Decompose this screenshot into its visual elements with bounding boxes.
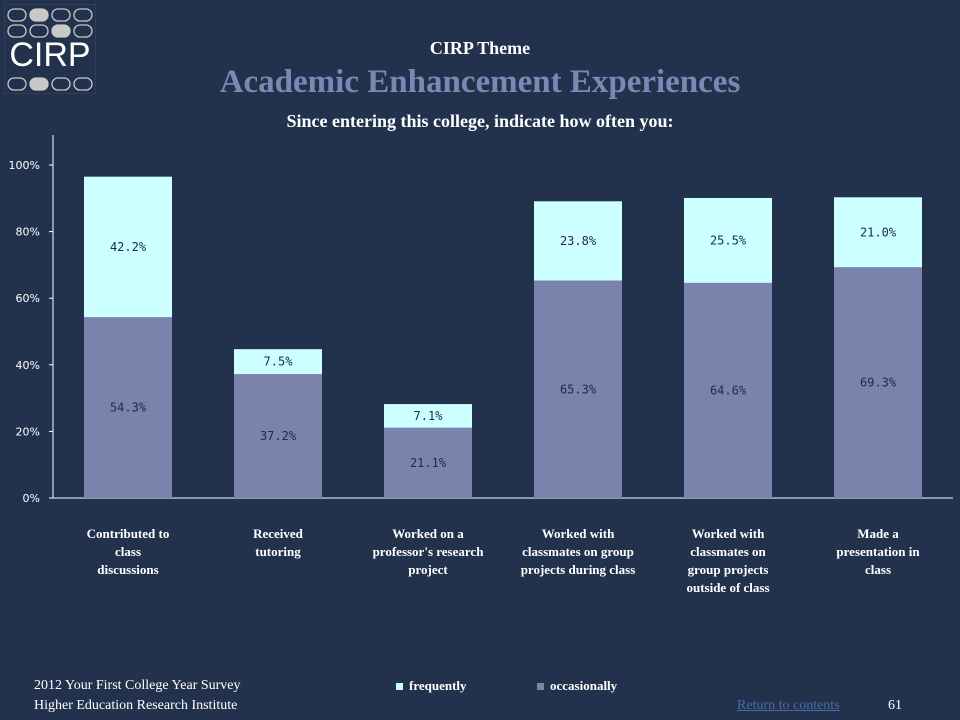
bar-occasionally (684, 282, 772, 498)
y-tick-label: 60% (16, 292, 40, 305)
data-label-occasionally: 65.3% (560, 382, 597, 396)
category-label: Made a (857, 526, 899, 541)
logo-pill (51, 8, 71, 22)
footer-institute: Higher Education Research Institute (34, 698, 238, 713)
category-label: project (408, 562, 448, 577)
legend-label-frequently: frequently (409, 678, 467, 693)
bar-frequently (834, 197, 922, 268)
data-label-frequently: 23.8% (560, 234, 597, 248)
category-label: group projects (688, 562, 769, 577)
category-label: projects during class (521, 562, 636, 577)
category-label: Received (253, 526, 304, 541)
stacked-bar-chart: 0% 20% 40% 60% 80% 100% 54.3% 42.2% Contributed … (9, 135, 953, 595)
legend-swatch-frequently (396, 682, 403, 690)
y-tick-label: 20% (16, 425, 40, 438)
logo-pill (73, 77, 93, 91)
bar-frequently (534, 201, 622, 281)
category-label: Contributed to (87, 526, 170, 541)
data-label-frequently: 21.0% (860, 225, 897, 239)
data-label-occasionally: 21.1% (410, 456, 447, 470)
page-number: 61 (888, 698, 902, 713)
category-label: professor's research (373, 544, 485, 559)
category-label: class (115, 544, 141, 559)
category-label: Worked with (542, 526, 615, 541)
logo-pill (29, 77, 49, 91)
data-label-frequently: 7.5% (264, 355, 294, 369)
logo-pill (29, 8, 49, 22)
logo-pill (7, 24, 27, 38)
bar-frequently (234, 349, 322, 375)
data-label-occasionally: 64.6% (710, 383, 747, 397)
footer-survey-name: 2012 Your First College Year Survey (34, 678, 241, 693)
theme-label: CIRP Theme (429, 38, 531, 58)
bar-occasionally (834, 267, 922, 498)
page-title: Academic Enhancement Experiences (219, 64, 741, 100)
chart-subtitle: Since entering this college, indicate ho… (286, 111, 674, 131)
y-tick-label: 80% (16, 226, 40, 239)
logo-pill (51, 24, 71, 38)
logo-pill (7, 77, 27, 91)
category-label: discussions (97, 562, 158, 577)
bar-occasionally (534, 280, 622, 498)
category-label: tutoring (255, 544, 301, 559)
data-label-frequently: 7.1% (414, 409, 444, 423)
category-label: classmates on (690, 544, 766, 559)
bar-frequently (84, 176, 172, 318)
data-label-frequently: 42.2% (110, 240, 147, 254)
category-label: classmates on group (522, 544, 634, 559)
data-label-occasionally: 37.2% (260, 429, 297, 443)
bar-frequently (384, 404, 472, 428)
legend-swatch-occasionally (537, 682, 544, 690)
y-tick-label: 100% (9, 159, 40, 172)
logo-text: CIRP (9, 36, 90, 74)
cirp-logo: CIRP (4, 4, 96, 94)
category-label: Worked on a (392, 526, 464, 541)
logo-pill (73, 8, 93, 22)
data-label-frequently: 25.5% (710, 233, 747, 247)
bar-occasionally (234, 374, 322, 498)
data-label-occasionally: 54.3% (110, 401, 147, 415)
category-label: outside of class (686, 580, 769, 595)
return-to-contents-link[interactable]: Return to contents (737, 698, 840, 713)
category-label: class (865, 562, 891, 577)
bar-occasionally (84, 317, 172, 498)
legend-label-occasionally: occasionally (550, 678, 618, 693)
logo-pill (73, 24, 93, 38)
y-tick-label: 40% (16, 359, 40, 372)
y-tick-label: 0% (23, 492, 40, 505)
category-label: Worked with (692, 526, 765, 541)
legend-frequently: frequently (396, 678, 467, 694)
data-label-occasionally: 69.3% (860, 376, 897, 390)
logo-pill (51, 77, 71, 91)
bar-frequently (684, 197, 772, 283)
logo-pill (7, 8, 27, 22)
logo-pill (29, 24, 49, 38)
bar-occasionally (384, 427, 472, 498)
category-label: presentation in (836, 544, 920, 559)
legend-occasionally: occasionally (537, 678, 617, 694)
